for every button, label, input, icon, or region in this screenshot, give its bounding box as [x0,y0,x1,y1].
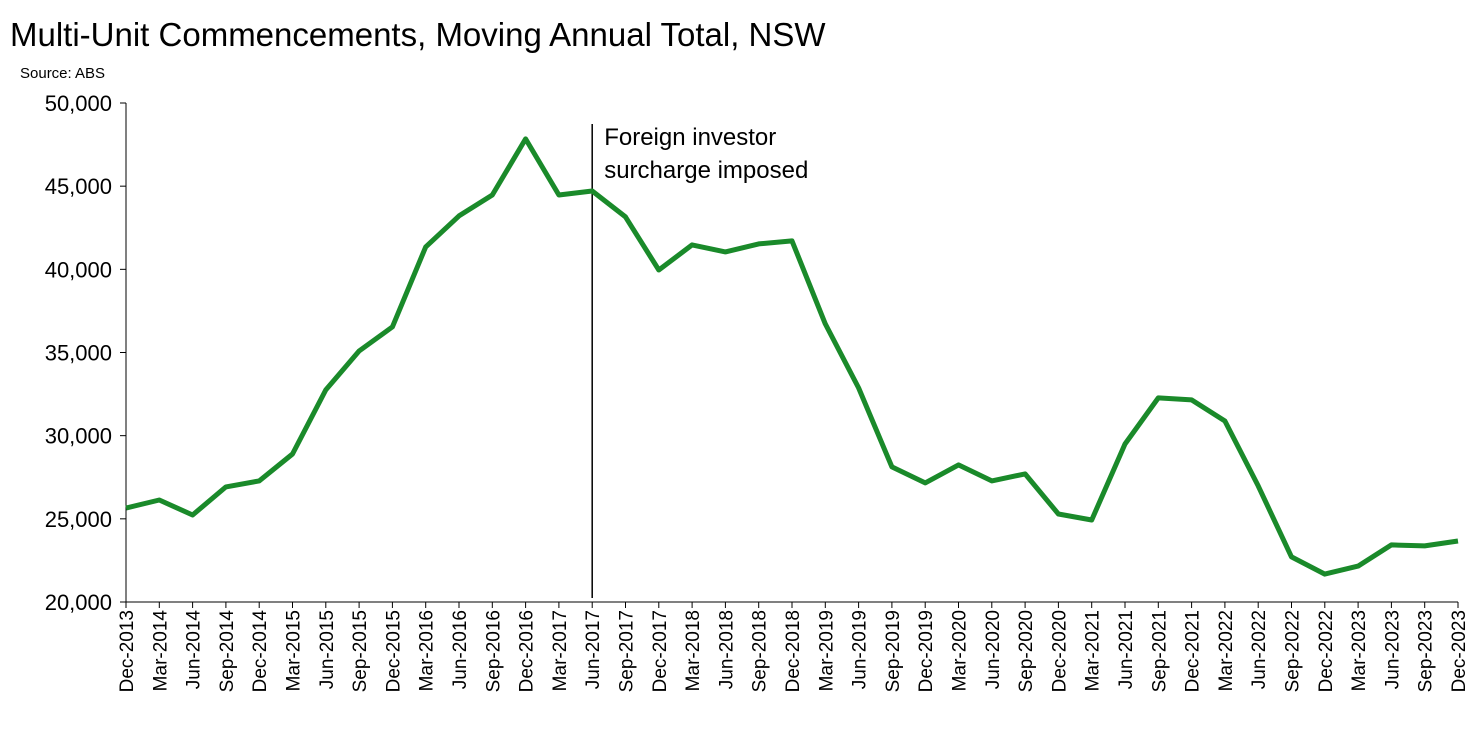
x-tick-label: Jun-2022 [1249,610,1270,689]
x-tick-label: Mar-2014 [150,610,171,692]
x-tick-label: Mar-2018 [683,610,704,691]
x-tick-label: Dec-2022 [1316,610,1337,692]
x-tick-label: Mar-2016 [417,610,438,691]
x-tick-label: Mar-2022 [1216,610,1237,691]
x-tick-label: Sep-2022 [1283,610,1304,692]
x-tick-label: Mar-2020 [950,610,971,691]
series-line [126,139,1458,574]
x-tick-label: Dec-2020 [1049,610,1070,692]
x-tick-label: Jun-2020 [983,610,1004,689]
x-tick-label: Dec-2015 [383,610,404,692]
x-tick-label: Mar-2023 [1349,610,1370,691]
x-tick-label: Dec-2019 [916,610,937,692]
series [126,139,1458,574]
x-tick-label: Sep-2021 [1149,610,1170,692]
x-tick-label: Mar-2021 [1083,610,1104,691]
y-tick-label: 45,000 [45,174,112,199]
x-tick-label: Sep-2014 [217,610,238,693]
annotation-text-line-1: Foreign investor [604,124,776,151]
x-tick-label: Sep-2020 [1016,610,1037,692]
y-tick-label: 35,000 [45,341,112,366]
x-tick-label: Sep-2015 [350,610,371,692]
x-tick-label: Dec-2023 [1449,610,1470,692]
x-tick-label: Dec-2017 [650,610,671,692]
chart-title: Multi-Unit Commencements, Moving Annual … [10,16,826,53]
y-tick-label: 20,000 [45,590,112,615]
x-tick-label: Dec-2014 [250,610,271,693]
x-tick-label: Jun-2017 [583,610,604,689]
x-tick-label: Dec-2016 [517,610,538,692]
y-tick-label: 50,000 [45,91,112,116]
x-tick-label: Jun-2014 [184,610,205,690]
x-tick-label: Jun-2021 [1116,610,1137,689]
x-tick-label: Mar-2015 [284,610,305,691]
x-tick-label: Sep-2023 [1416,610,1437,692]
x-tick-label: Mar-2019 [816,610,837,691]
x-tick-label: Dec-2018 [783,610,804,692]
y-tick-label: 25,000 [45,507,112,532]
x-tick-label: Sep-2017 [617,610,638,692]
x-tick-label: Jun-2019 [850,610,871,689]
y-tick-label: 40,000 [45,257,112,282]
x-tick-label: Sep-2018 [750,610,771,692]
x-tick-label: Dec-2013 [117,610,138,692]
x-tick-label: Jun-2023 [1382,610,1403,689]
x-tick-label: Sep-2019 [883,610,904,692]
x-tick-label: Jun-2015 [317,610,338,689]
x-tick-label: Dec-2021 [1183,610,1204,692]
x-tick-label: Sep-2016 [483,610,504,692]
y-tick-label: 30,000 [45,424,112,449]
annotation: Foreign investor surcharge imposed [592,124,808,598]
x-tick-label: Jun-2016 [450,610,471,689]
x-tick-label: Jun-2018 [716,610,737,689]
chart-source: Source: ABS [20,65,105,82]
annotation-text-line-2: surcharge imposed [604,157,808,184]
x-tick-label: Mar-2017 [550,610,571,691]
